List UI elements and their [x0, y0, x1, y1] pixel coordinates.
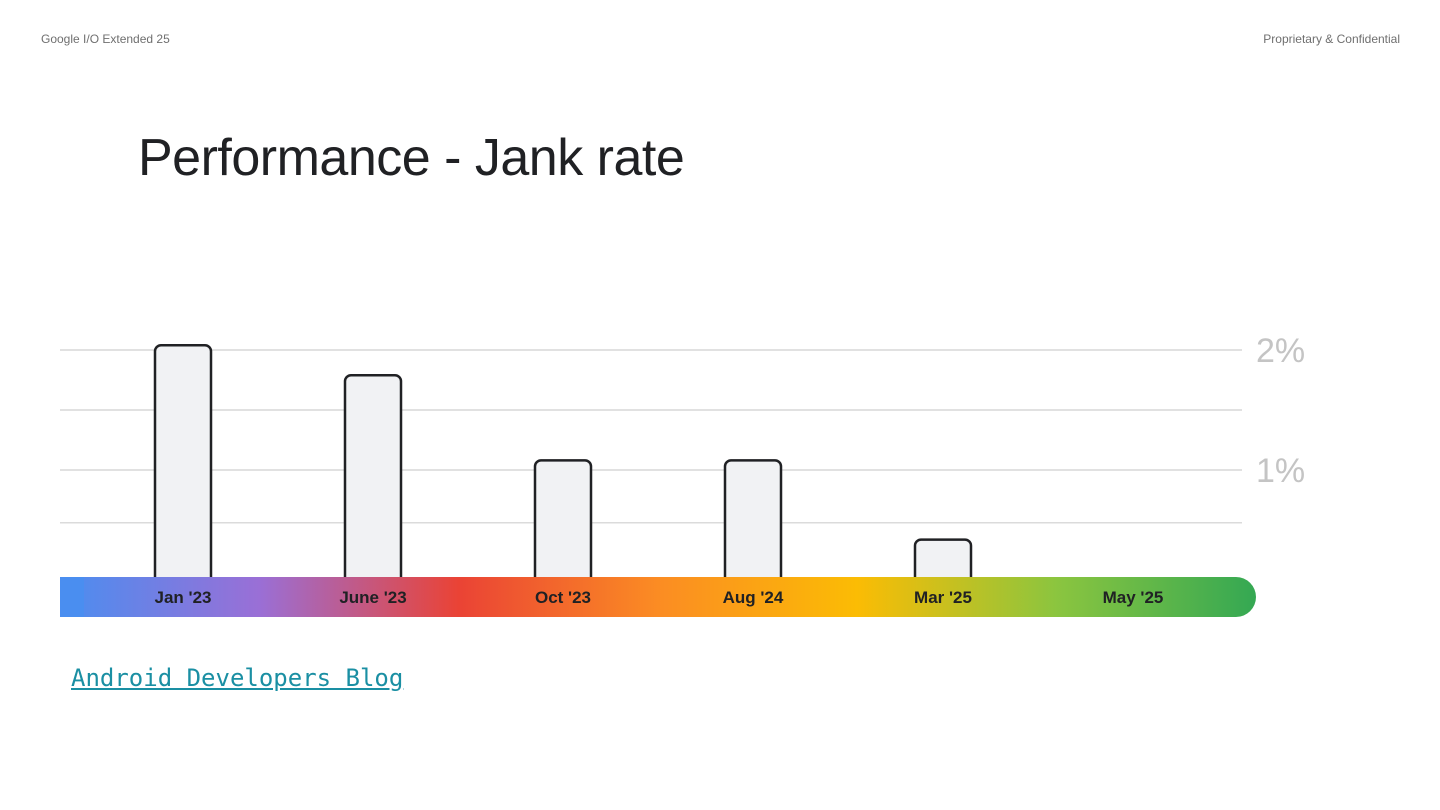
- axis-band-left-edge: [60, 577, 84, 617]
- bar: [533, 459, 593, 598]
- gridlines: [60, 349, 1242, 524]
- header-event-name: Google I/O Extended 25: [41, 32, 170, 46]
- y-tick-label: 1%: [1256, 452, 1305, 490]
- y-tick-label: 2%: [1256, 332, 1305, 370]
- x-category-label: Aug '24: [723, 588, 784, 607]
- x-category-labels: Jan '23 June '23 Oct '23 Aug '24 Mar '25 May …: [155, 588, 1164, 607]
- bar: [343, 373, 403, 598]
- android-developers-blog-link[interactable]: Android Developers Blog: [71, 664, 404, 692]
- x-category-label: Jan '23: [155, 588, 212, 607]
- bar: [153, 343, 213, 598]
- x-category-label: Oct '23: [535, 588, 591, 607]
- x-category-label: June '23: [339, 588, 406, 607]
- bar: [723, 459, 783, 598]
- x-category-label: Mar '25: [914, 588, 972, 607]
- x-axis-gradient-band: [60, 577, 1256, 617]
- y-tick-labels: 2% 1%: [1256, 332, 1305, 490]
- x-category-label: May '25: [1103, 588, 1164, 607]
- bars: [153, 343, 1163, 598]
- header-confidential-notice: Proprietary & Confidential: [1263, 32, 1400, 46]
- slide-title: Performance - Jank rate: [138, 129, 685, 187]
